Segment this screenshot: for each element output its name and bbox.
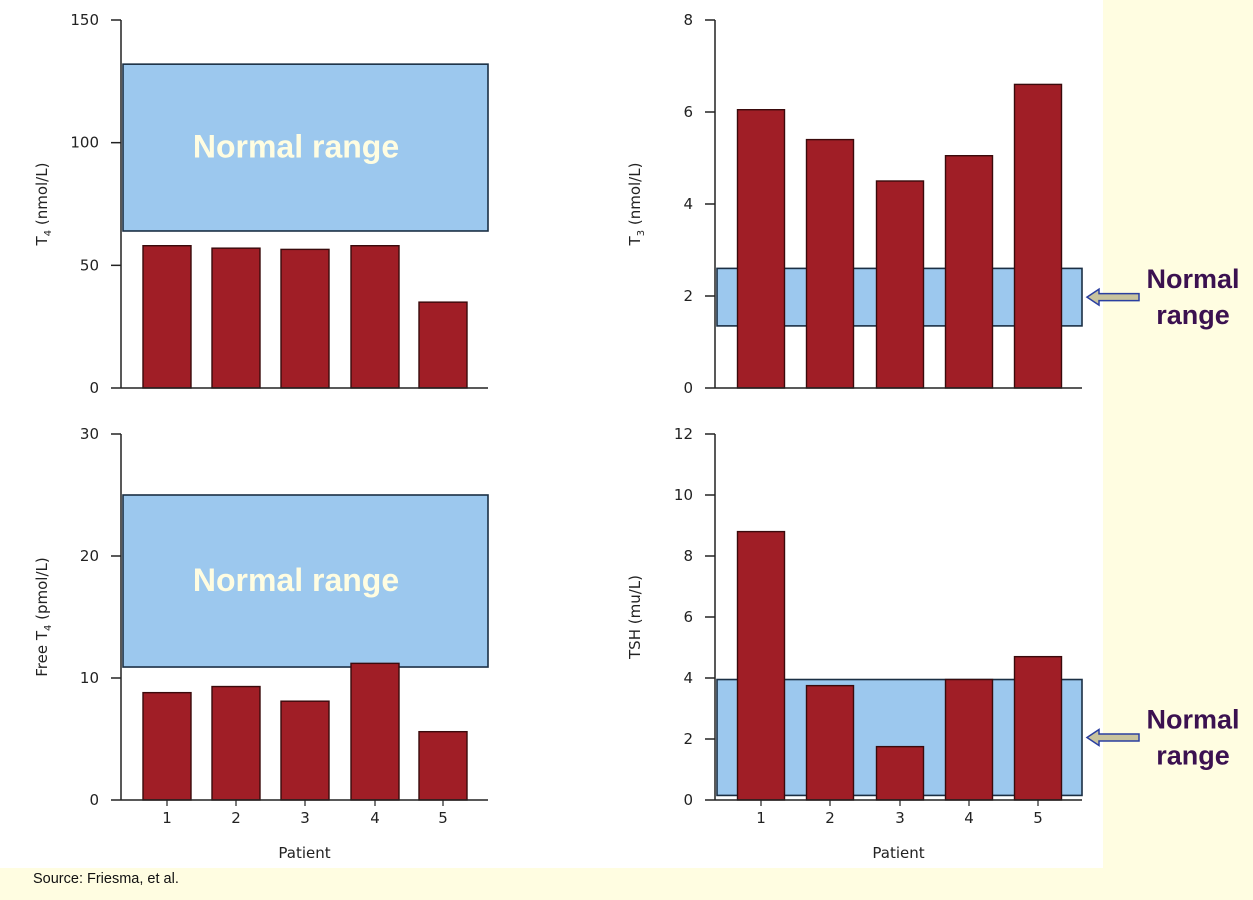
normal-range-label: Normal range	[193, 129, 399, 165]
bar-patient-4	[350, 245, 400, 389]
y-tick-label: 100	[70, 134, 99, 152]
x-tick-label: 3	[895, 809, 905, 827]
y-tick-label: 0	[683, 379, 693, 397]
y-tick-label: 50	[80, 256, 99, 274]
chart-panel-1: 0 50 100 150 T4 (nmol/L) Normal range	[33, 11, 489, 397]
bar-patient-2	[805, 138, 855, 389]
bar-patient-1	[142, 691, 192, 801]
normal-range-arrow-icon	[1085, 287, 1140, 307]
normal-range-label: Normal range	[193, 562, 399, 598]
y-axis-title-subscript: 4	[43, 625, 54, 631]
y-tick-label: 30	[80, 425, 99, 443]
bar-patient-1	[142, 245, 192, 389]
y-axis-title-unit: (pmol/L)	[33, 557, 51, 624]
normal-range-band	[122, 63, 489, 232]
x-axis-title: Patient	[872, 844, 924, 862]
y-tick-label: 8	[683, 547, 693, 565]
y-axis-title: T3 (nmol/L)	[626, 163, 647, 247]
normal-range-label-line2: range	[1156, 300, 1230, 330]
y-axis-title: T4 (nmol/L)	[33, 163, 54, 247]
y-axis-title-unit: (nmol/L)	[626, 163, 644, 230]
bar-patient-5	[1013, 655, 1063, 801]
y-tick-label: 20	[80, 547, 99, 565]
x-axis-title: Patient	[278, 844, 330, 862]
bar-patient-1	[736, 530, 786, 801]
x-tick-label: 2	[231, 809, 241, 827]
bar-patient-2	[211, 685, 261, 801]
y-axis-title-main: T	[33, 235, 51, 246]
bar-patient-3	[280, 248, 330, 389]
y-tick-label: 4	[683, 195, 693, 213]
y-axis-title-main: TSH (mu/L)	[626, 575, 644, 660]
y-axis-title-subscript: 4	[43, 230, 54, 236]
bar-patient-4	[944, 678, 994, 801]
bar-patient-3	[875, 180, 925, 389]
x-tick-label: 5	[438, 809, 448, 827]
source-note: Source: Friesma, et al.	[33, 871, 179, 887]
y-tick-label: 10	[674, 486, 693, 504]
bar-patient-4	[350, 662, 400, 801]
bar-patient-4	[944, 154, 994, 389]
y-axis-title-subscript: 3	[636, 230, 647, 236]
x-tick-label: 1	[162, 809, 172, 827]
normal-range-label-line1: Normal	[1146, 264, 1239, 294]
normal-range-label-line1: Normal	[1146, 704, 1239, 734]
y-tick-label: 0	[683, 791, 693, 809]
bar-patient-5	[418, 730, 468, 801]
y-tick-label: 6	[683, 608, 693, 626]
bar-patient-3	[875, 745, 925, 801]
bar-patient-2	[805, 684, 855, 801]
y-tick-label: 150	[70, 11, 99, 29]
normal-range-band	[122, 494, 489, 668]
x-tick-label: 5	[1033, 809, 1043, 827]
y-axis-title-main: T	[626, 235, 644, 246]
y-tick-label: 10	[80, 669, 99, 687]
y-tick-label: 6	[683, 103, 693, 121]
y-tick-label: 2	[683, 730, 693, 748]
y-tick-label: 8	[683, 11, 693, 29]
x-tick-label: 2	[825, 809, 835, 827]
y-tick-label: 2	[683, 287, 693, 305]
y-tick-label: 12	[674, 425, 693, 443]
bar-patient-5	[418, 301, 468, 389]
y-tick-label: 4	[683, 669, 693, 687]
x-tick-label: 4	[964, 809, 974, 827]
y-tick-label: 0	[89, 791, 99, 809]
y-axis-title-unit: (nmol/L)	[33, 163, 51, 230]
x-tick-label: 4	[370, 809, 380, 827]
normal-range-arrow-icon	[1085, 728, 1140, 747]
chart-panel-2: 0 2 4 6 8 T3 (nmol/L) Normal range	[626, 11, 1240, 397]
bar-patient-1	[736, 108, 786, 389]
normal-range-label-line2: range	[1156, 740, 1230, 770]
x-tick-label: 1	[756, 809, 766, 827]
y-axis-title-main: Free T	[33, 630, 51, 677]
y-tick-label: 0	[89, 379, 99, 397]
bar-patient-5	[1013, 83, 1063, 389]
y-axis-title: Free T4 (pmol/L)	[33, 557, 54, 677]
y-axis-title: TSH (mu/L)	[626, 575, 644, 660]
bar-patient-3	[280, 700, 330, 801]
bar-patient-2	[211, 247, 261, 389]
x-tick-label: 3	[300, 809, 310, 827]
